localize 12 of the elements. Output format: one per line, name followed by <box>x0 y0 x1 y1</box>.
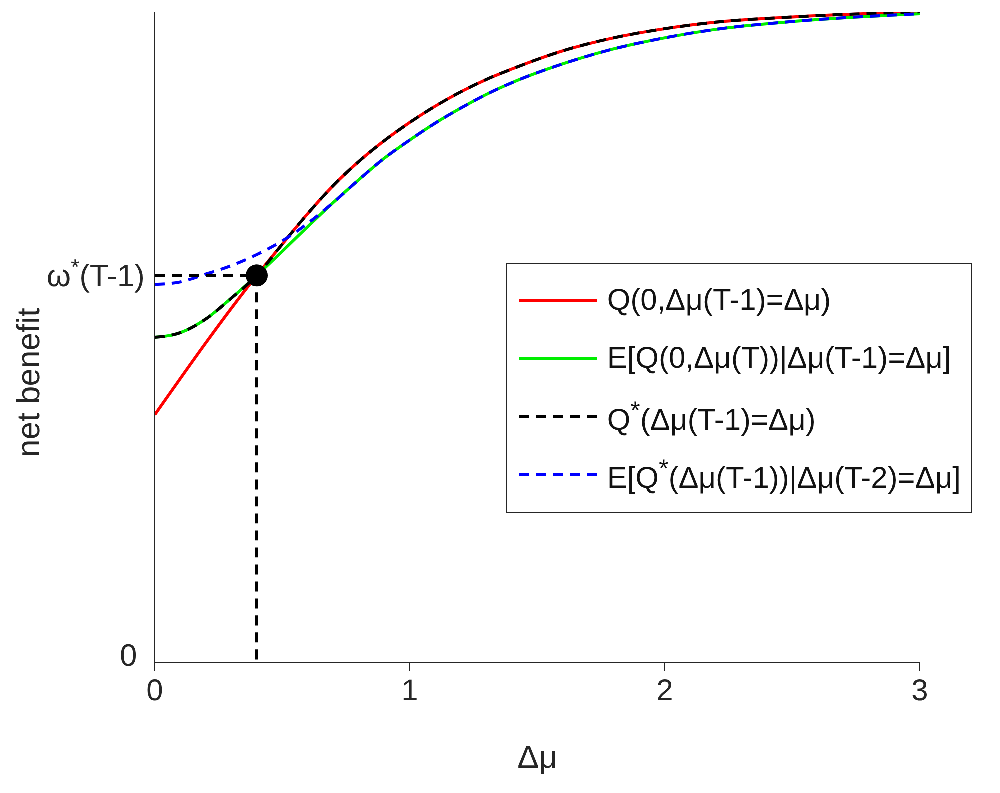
text: 0 <box>120 638 138 674</box>
x-tick-label: 0 <box>146 674 164 708</box>
x-tick-label: 1 <box>402 674 418 708</box>
legend-label: E[Q(0,Δμ(T))|Δμ(T-1)=Δμ] <box>607 342 952 376</box>
x-axis-title: Δμ <box>518 739 558 775</box>
legend-label: E[Q$^{*}$(Δμ(T-1))|Δμ(T-2)=Δμ] <box>607 454 961 496</box>
legend-label: Q(0,Δμ(T-1)=Δμ) <box>607 284 832 318</box>
annotation: ω$^{*}$(T-1) <box>46 254 145 294</box>
x-tick-label: 2 <box>656 674 674 708</box>
y-axis-title: net benefit <box>10 308 46 458</box>
legend-label: Q$^{*}$(Δμ(T-1)=Δμ) <box>607 396 816 438</box>
x-tick-label: 3 <box>912 674 928 708</box>
